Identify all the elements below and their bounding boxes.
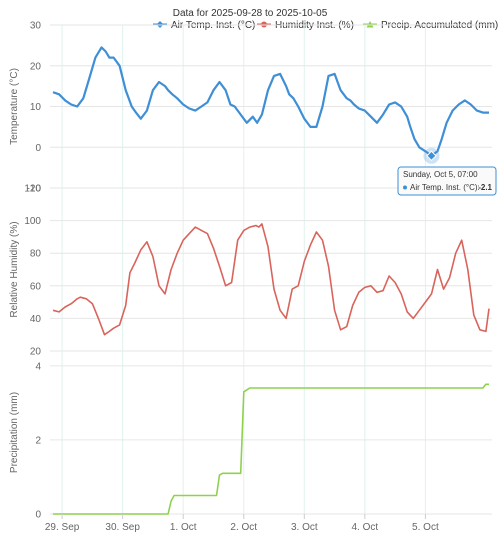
y-tick-label: -10 [27,184,42,195]
y-tick-label: 80 [30,249,42,260]
y-axis-label: Temperature (°C) [9,68,20,145]
y-tick-label: 20 [30,61,42,72]
tooltip-time: Sunday, Oct 5, 07:00 [403,170,478,179]
chart-title: Data for 2025-09-28 to 2025-10-05 [173,8,328,19]
y-tick-label: 40 [30,314,42,325]
tooltip-series-name: Air Temp. Inst. (°C): [410,183,480,192]
y-tick-label: 0 [35,510,41,521]
x-tick-label: 30. Sep [105,522,140,533]
x-tick-label: 29. Sep [45,522,80,533]
y-tick-label: 120 [24,184,41,195]
y-tick-label: 30 [30,21,42,32]
y-tick-label: 20 [30,347,42,358]
tooltip-bullet-icon [403,185,407,190]
y-tick-label: 2 [35,435,41,446]
y-axis-label: Precipitation (mm) [9,392,20,473]
y-tick-label: 0 [35,143,41,154]
x-tick-label: 1. Oct [170,522,197,533]
y-tick-label: 10 [30,102,42,113]
x-axis: 29. Sep 30. Sep 1. Oct 2. Oct 3. Oct 4. Oct 5.… [45,514,439,533]
tooltip-value: -2.1 [478,183,492,192]
precipitation-series-line[interactable] [53,383,489,515]
tooltip: Sunday, Oct 5, 07:00 Air Temp. Inst. (°C)… [397,147,497,196]
hover-point-marker[interactable] [426,150,437,162]
y-tick-label: 4 [35,361,41,372]
temperature-series-line[interactable] [52,46,489,157]
x-tick-label: 2. Oct [230,522,257,533]
x-tick-label: 4. Oct [352,522,379,533]
y-tick-label: 60 [30,281,42,292]
humidity-panel: 120 100 80 60 40 20 Relative Humidity (%) [9,184,492,358]
humidity-series-line[interactable] [52,223,490,336]
triangle-marker-icon [366,21,374,28]
x-tick-label: 5. Oct [412,522,439,533]
y-tick-label: 100 [24,216,41,227]
temperature-panel: 30 20 10 0 -10 Temperature (°C) [9,21,492,195]
precipitation-panel: 4 2 0 Precipitation (mm) [9,351,492,521]
x-tick-label: 3. Oct [291,522,318,533]
y-axis-label: Relative Humidity (%) [9,221,20,317]
tooltip-box [397,166,497,196]
